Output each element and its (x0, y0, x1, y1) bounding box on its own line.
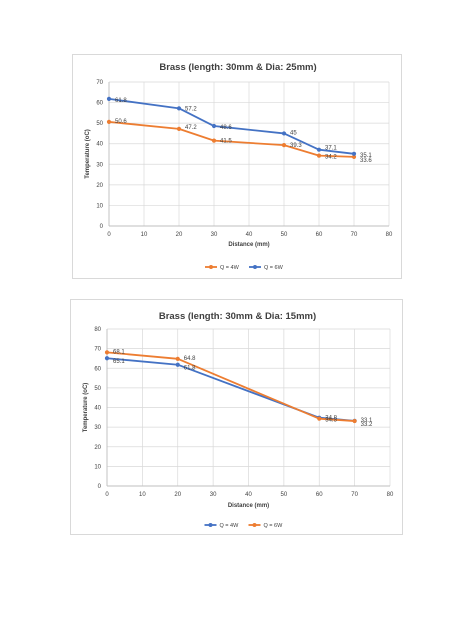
y-axis-title: Temperature (oC) (85, 129, 91, 179)
data-point (211, 138, 217, 143)
data-point (106, 96, 112, 101)
x-tick-label: 30 (211, 232, 218, 238)
data-point (351, 154, 357, 159)
data-label: 37.1 (325, 146, 337, 152)
y-tick-label: 30 (94, 425, 101, 431)
legend-swatch-marker (209, 265, 213, 269)
x-tick-label: 0 (105, 492, 109, 498)
chart-title: Brass (length: 30mm & Dia: 25mm) (159, 62, 316, 73)
data-point (316, 147, 322, 152)
x-tick-label: 0 (107, 232, 111, 238)
y-tick-label: 0 (100, 224, 104, 230)
y-tick-label: 0 (98, 484, 102, 490)
data-label: 34.3 (325, 418, 337, 424)
data-label: 50.6 (115, 119, 127, 125)
series-line-q4w (106, 357, 355, 422)
x-tick-label: 80 (386, 232, 393, 238)
data-label: 57.2 (185, 106, 197, 112)
x-tick-label: 10 (141, 232, 148, 238)
y-tick-label: 20 (96, 183, 103, 189)
x-tick-label: 40 (245, 492, 252, 498)
y-tick-label: 50 (94, 386, 101, 392)
y-tick-label: 50 (96, 121, 103, 127)
data-label: 45 (290, 130, 297, 136)
x-tick-label: 70 (351, 232, 358, 238)
data-label: 61.8 (184, 366, 196, 372)
data-point (352, 418, 357, 424)
x-tick-label: 30 (210, 492, 217, 498)
y-tick-label: 70 (96, 80, 103, 86)
data-label: 33.1 (361, 418, 373, 424)
legend-entry: Q = 6W (264, 523, 284, 529)
chart-15mm-dia-svg: Brass (length: 30mm & Dia: 15mm) 0 10 20 30 4… (83, 311, 394, 529)
legend-entry: Q = 6W (264, 265, 284, 271)
data-label: 34.8 (325, 416, 337, 422)
data-label: 47.2 (185, 125, 197, 131)
legend-swatch-marker (253, 265, 257, 269)
y-tick-label: 30 (96, 162, 103, 168)
y-tick-label: 40 (94, 406, 101, 412)
x-tick-label: 60 (316, 492, 323, 498)
data-label: 35.1 (360, 153, 372, 159)
data-label: 65.1 (113, 359, 125, 365)
y-tick-label: 60 (94, 366, 101, 372)
y-tick-label: 40 (96, 142, 103, 148)
data-label: 33.2 (361, 422, 373, 428)
data-label: 34.2 (325, 155, 337, 161)
x-tick-label: 50 (281, 232, 288, 238)
series-line-q6w (108, 97, 355, 155)
data-point (211, 123, 217, 129)
legend-swatch-marker (208, 523, 213, 527)
x-tick-label: 50 (281, 492, 288, 498)
x-tick-label: 20 (176, 232, 183, 238)
chart-25mm-dia-svg: Brass (length: 30mm & Dia: 25mm) 0 10 20 30 4… (85, 62, 393, 271)
chart-15mm-dia: Brass (length: 30mm & Dia: 15mm) 0 10 20 30 4… (70, 299, 403, 535)
x-axis-title: Distance (mm) (228, 242, 269, 248)
data-point (104, 350, 110, 355)
data-label: 68.1 (113, 349, 125, 355)
chart-title: Brass (length: 30mm & Dia: 15mm) (159, 311, 316, 322)
series-line-q4w (108, 121, 355, 158)
data-point (175, 362, 180, 367)
y-tick-label: 10 (96, 203, 103, 209)
data-label: 64.8 (184, 356, 196, 362)
legend-entry: Q = 4W (220, 265, 240, 271)
data-point (317, 416, 322, 421)
x-tick-label: 70 (351, 492, 358, 498)
data-label: 39.3 (290, 143, 302, 149)
chart-25mm-dia: Brass (length: 30mm & Dia: 25mm) 0 10 20 30 4… (72, 54, 402, 279)
y-tick-label: 60 (96, 101, 103, 107)
y-axis-title: Temperature (oC) (83, 383, 89, 433)
y-tick-label: 10 (94, 464, 101, 470)
y-tick-label: 80 (94, 327, 101, 333)
x-tick-label: 40 (246, 232, 253, 238)
legend-swatch-marker (252, 523, 257, 527)
data-point (351, 151, 357, 156)
data-label: 48.6 (220, 125, 232, 131)
legend-entry: Q = 4W (220, 523, 240, 529)
data-point (104, 356, 110, 361)
data-point (106, 119, 112, 125)
data-point (281, 143, 287, 148)
data-label: 61.8 (115, 98, 127, 104)
series-line-q6w (106, 351, 355, 422)
data-label: 33.6 (360, 158, 372, 164)
x-tick-label: 20 (174, 492, 181, 498)
data-point (176, 106, 182, 111)
data-point (176, 126, 182, 132)
x-axis-title: Distance (mm) (228, 503, 269, 509)
data-point (316, 153, 322, 158)
data-label: 41.5 (220, 139, 232, 145)
data-point (175, 356, 180, 361)
x-tick-label: 60 (316, 232, 323, 238)
y-tick-label: 20 (94, 445, 101, 451)
x-tick-label: 80 (387, 492, 394, 498)
y-tick-label: 70 (94, 347, 101, 353)
data-point (281, 131, 287, 136)
x-tick-label: 10 (139, 492, 146, 498)
